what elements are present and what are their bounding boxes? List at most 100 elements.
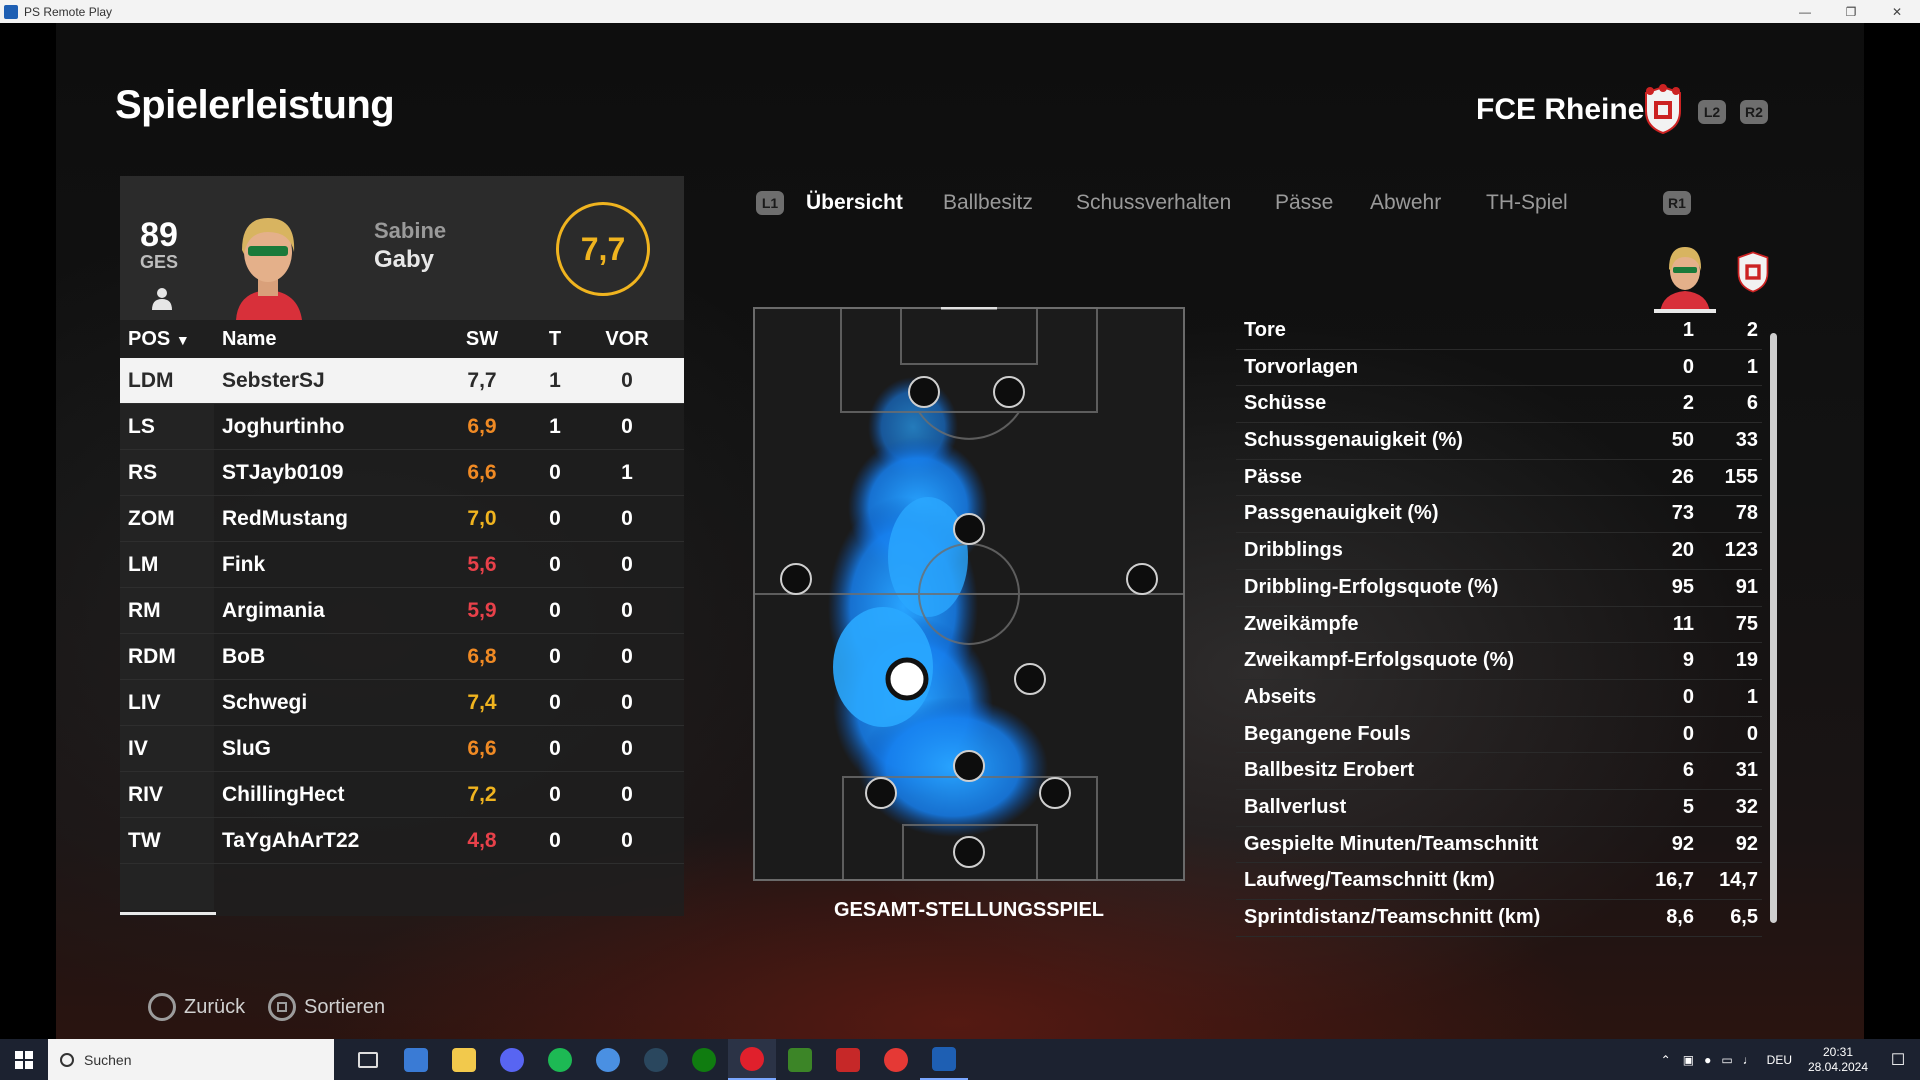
row-rating: 6,9 — [467, 415, 497, 438]
mic-icon[interactable]: ● — [1704, 1052, 1712, 1067]
table-row[interactable]: LM Fink 5,6 0 0 — [120, 542, 684, 588]
taskbar-search[interactable]: Suchen — [48, 1039, 334, 1080]
table-row[interactable]: LIV Schwegi 7,4 0 0 — [120, 680, 684, 726]
row-pos: RS — [128, 461, 158, 484]
notification-icon[interactable]: ☐ — [1890, 1051, 1906, 1069]
club-crest-small-icon — [1737, 251, 1769, 293]
display-icon[interactable]: ▭ — [1721, 1052, 1733, 1067]
tab-schussverhalten[interactable]: Schussverhalten — [1076, 191, 1232, 214]
stat-row: Dribblings 20 123 — [1236, 533, 1762, 570]
row-pos: LM — [128, 553, 159, 576]
spotify-icon[interactable] — [536, 1039, 584, 1080]
l2-button[interactable]: L2 — [1698, 100, 1726, 124]
tray-chevron-icon[interactable]: ⌃ — [1660, 1052, 1671, 1067]
row-goals: 0 — [549, 599, 561, 622]
table-row[interactable]: TW TaYgAhArT22 4,8 0 0 — [120, 818, 684, 864]
browser-icon[interactable] — [584, 1039, 632, 1080]
heatmap-area — [828, 377, 1048, 837]
volume-icon[interactable]: ♩ — [1742, 1052, 1755, 1067]
table-row[interactable]: RDM BoB 6,8 0 0 — [120, 634, 684, 680]
xbox-icon[interactable] — [680, 1039, 728, 1080]
row-assists: 0 — [621, 737, 633, 760]
network-icon[interactable]: ▣ — [1682, 1052, 1695, 1067]
table-row[interactable]: ZOM RedMustang 7,0 0 0 — [120, 496, 684, 542]
stat-team: 14,7 — [1719, 869, 1758, 892]
stat-team: 1 — [1746, 355, 1758, 378]
stat-row: Passgenauigkeit (%) 73 78 — [1236, 496, 1762, 534]
stat-label: Passgenauigkeit (%) — [1244, 502, 1439, 525]
table-row[interactable]: RIV ChillingHect 7,2 0 0 — [120, 772, 684, 818]
table-row[interactable]: RS STJayb0109 6,6 0 1 — [120, 450, 684, 496]
table-row[interactable]: RM Argimania 5,9 0 0 — [120, 588, 684, 634]
l1-button[interactable]: L1 — [756, 191, 784, 215]
row-rating: 6,6 — [467, 737, 497, 760]
steam-icon[interactable] — [632, 1039, 680, 1080]
stat-player: 1 — [1682, 319, 1694, 341]
stat-player: 11 — [1672, 612, 1694, 635]
sort-button[interactable]: Sortieren — [268, 993, 385, 1021]
row-assists: 0 — [621, 599, 633, 622]
r1-button[interactable]: R1 — [1663, 191, 1691, 215]
row-rating: 6,8 — [467, 645, 497, 668]
row-pos: LIV — [128, 691, 161, 714]
match-rating: 7,7 — [556, 202, 650, 296]
window-title: PS Remote Play — [24, 4, 113, 19]
header-sw: SW — [465, 328, 499, 350]
stat-player: 0 — [1682, 722, 1694, 745]
player-first-name: Sabine — [374, 218, 447, 243]
minecraft-icon[interactable] — [776, 1039, 824, 1080]
stat-label: Torvorlagen — [1244, 355, 1359, 378]
task-view-icon[interactable] — [344, 1039, 392, 1080]
r2-button[interactable]: R2 — [1740, 100, 1768, 124]
voicemeeter-icon[interactable] — [824, 1039, 872, 1080]
ps-remote-play-taskbar-icon[interactable] — [920, 1039, 968, 1080]
stat-label: Laufweg/Teamschnitt (km) — [1244, 869, 1495, 892]
discord-icon[interactable] — [488, 1039, 536, 1080]
tab-th-spiel[interactable]: TH-Spiel — [1486, 191, 1568, 214]
row-pos: RM — [128, 599, 161, 622]
tab-paesse[interactable]: Pässe — [1275, 191, 1334, 214]
header-vor: VOR — [605, 328, 649, 350]
media-player-icon[interactable] — [872, 1039, 920, 1080]
stat-label: Schussgenauigkeit (%) — [1244, 429, 1463, 452]
heatmap-caption: GESAMT-STELLUNGSSPIEL — [833, 899, 1105, 921]
tab-abwehr[interactable]: Abwehr — [1370, 191, 1442, 214]
taskbar: Suchen ⌃ ▣ ● ▭ ♩ DEU 20:31 28.04.2024 ☐ — [0, 1039, 1920, 1080]
windows-start-icon[interactable] — [0, 1039, 48, 1080]
stat-player: 5 — [1682, 795, 1694, 818]
minimize-icon[interactable]: — — [1799, 4, 1811, 19]
header-name: Name — [222, 328, 277, 350]
row-goals: 0 — [549, 783, 561, 806]
store-icon[interactable] — [392, 1039, 440, 1080]
stat-player: 73 — [1671, 502, 1694, 525]
row-pos: LDM — [128, 369, 174, 392]
table-row[interactable]: IV SluG 6,6 0 0 — [120, 726, 684, 772]
file-explorer-icon[interactable] — [440, 1039, 488, 1080]
tab-uebersicht[interactable]: Übersicht — [806, 191, 903, 214]
row-name: SebsterSJ — [222, 369, 325, 392]
stat-label: Zweikämpfe — [1244, 612, 1359, 635]
stat-row: Torvorlagen 0 1 — [1236, 350, 1762, 387]
stat-row: Sprintdistanz/Teamschnitt (km) 8,6 6,5 — [1236, 900, 1762, 937]
row-goals: 1 — [549, 415, 561, 438]
stats-scrollbar[interactable] — [1770, 333, 1777, 923]
player-portrait — [236, 218, 302, 320]
table-row[interactable]: LDM SebsterSJ 7,7 1 0 — [120, 358, 684, 404]
close-icon[interactable]: ✕ — [1891, 4, 1903, 19]
restore-icon[interactable]: ❐ — [1845, 4, 1857, 19]
table-row[interactable]: LS Joghurtinho 6,9 1 0 — [120, 404, 684, 450]
stat-row: Zweikämpfe 11 75 — [1236, 607, 1762, 644]
stat-row: Abseits 0 1 — [1236, 680, 1762, 717]
language-indicator[interactable]: DEU — [1766, 1052, 1792, 1067]
row-goals: 0 — [549, 507, 561, 530]
header-pos[interactable]: POS ▼ — [128, 328, 190, 350]
row-pos: RDM — [128, 645, 176, 668]
circle-button-icon — [148, 993, 176, 1021]
stat-player: 92 — [1671, 832, 1694, 855]
opera-icon[interactable] — [728, 1039, 776, 1080]
tab-ballbesitz[interactable]: Ballbesitz — [943, 191, 1033, 214]
clock[interactable]: 20:31 28.04.2024 — [1800, 1045, 1876, 1075]
row-name: Schwegi — [222, 691, 308, 714]
back-button[interactable]: Zurück — [148, 993, 245, 1021]
panel-scroll-indicator — [120, 912, 216, 915]
